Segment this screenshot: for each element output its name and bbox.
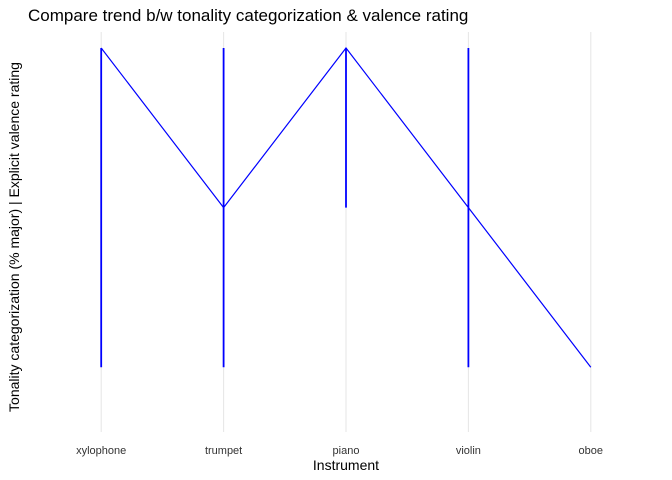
- series-line-0: [100, 47, 592, 368]
- x-tick-label-piano: piano: [333, 445, 360, 457]
- x-tick-labels: xylophone trumpet piano violin oboe: [76, 445, 603, 457]
- x-tick-label-xylophone: xylophone: [76, 445, 126, 457]
- x-tick-label-oboe: oboe: [579, 445, 603, 457]
- series-lines: [100, 47, 592, 368]
- x-axis-title: Instrument: [313, 457, 379, 473]
- y-axis-title: Tonality categorization (% major) | Expl…: [6, 62, 22, 412]
- x-tick-label-trumpet: trumpet: [205, 445, 242, 457]
- x-tick-label-violin: violin: [456, 445, 481, 457]
- chart-title: Compare trend b/w tonality categorizatio…: [28, 6, 468, 25]
